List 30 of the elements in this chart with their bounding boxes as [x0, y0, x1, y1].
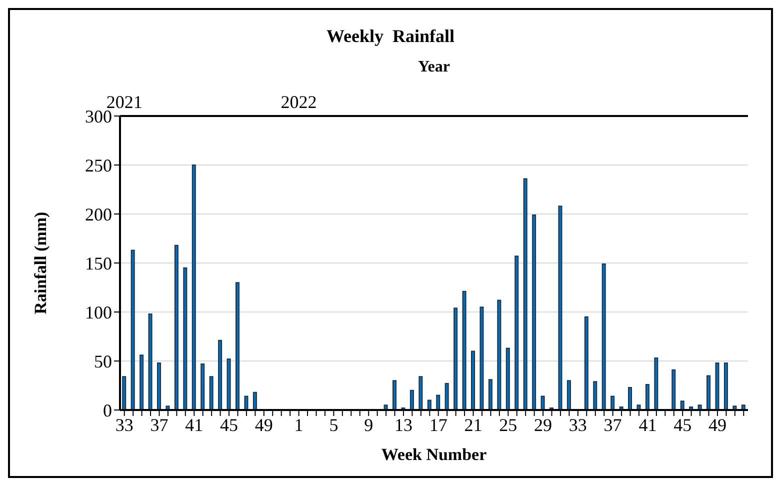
y-tick-label: 100 [85, 302, 112, 322]
text: 2021 [106, 92, 142, 112]
chart-title: Weekly Rainfall [325, 26, 456, 47]
x-tick-label: 13 [394, 414, 412, 435]
x-tick-label: 37 [604, 414, 622, 435]
x-tick-label: 5 [329, 414, 338, 435]
x-tick-label: 33 [115, 414, 134, 435]
y-axis-title: Rainfall (mm) [31, 212, 50, 314]
x-tick-label: 37 [150, 414, 168, 435]
x2-axis-title: Year [418, 58, 450, 76]
y-tick-label: 200 [85, 204, 112, 224]
y-tick-label: 0 [103, 400, 112, 420]
x-tick-label: 49 [254, 414, 273, 435]
x-tick-label: 41 [185, 414, 204, 435]
y-tick-label: 50 [94, 351, 112, 372]
y-tick-label: 150 [85, 253, 112, 274]
x-tick-label: 33 [568, 414, 587, 435]
x-tick-label: 1 [294, 414, 304, 435]
x-tick-label: 29 [534, 414, 552, 435]
x-axis-title: Week Number [381, 445, 488, 464]
x-tick-label: 21 [464, 414, 482, 435]
x-tick-label: 41 [638, 414, 657, 435]
text: 2022 [280, 92, 317, 112]
y-tick-label: 250 [85, 155, 112, 176]
x-tick-label: 45 [220, 414, 238, 435]
x-tick-label: 45 [674, 414, 692, 435]
x-tick-label: 17 [429, 414, 448, 435]
x-tick-label: 49 [708, 414, 726, 435]
x-tick-label: 25 [499, 414, 518, 435]
x-tick-label: 9 [364, 414, 374, 435]
